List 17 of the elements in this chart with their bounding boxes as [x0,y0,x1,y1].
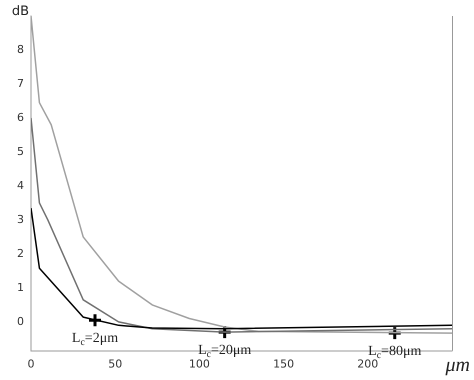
x-tick-label: 50 [108,357,122,370]
y-tick-label: 7 [17,76,24,90]
y-axis-title: dB [12,4,29,19]
y-tick-label: 6 [17,110,24,124]
y-tick-label: 5 [17,144,24,158]
x-tick-label: 0 [28,357,34,370]
x-tick-label: 100 [188,357,210,370]
x-axis-title: μm [444,354,470,376]
x-tick-label: 150 [273,357,294,370]
point [87,312,102,328]
y-tick-label: 3 [17,212,24,226]
y-tick-label: 4 [17,178,24,192]
y-tick-label: 2 [17,246,24,260]
y-tick-label: 1 [17,280,24,294]
y-tick-label: 8 [17,42,24,56]
y-tick-label: 0 [17,314,24,328]
x-tick-label: 200 [357,357,378,370]
